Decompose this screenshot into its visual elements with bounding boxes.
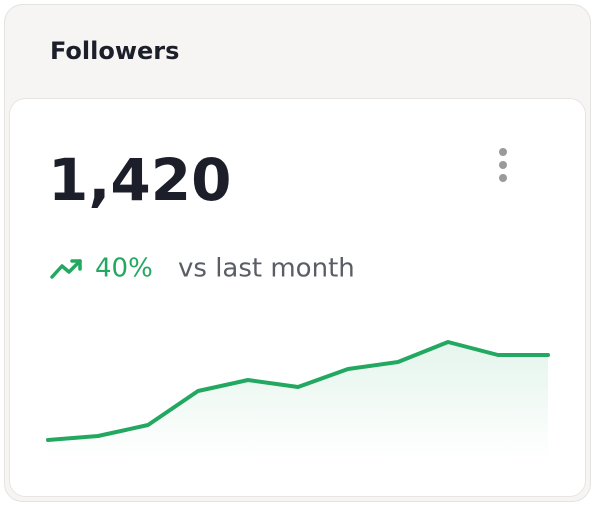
sparkline-area bbox=[48, 342, 548, 460]
comparison-text: vs last month bbox=[178, 254, 355, 284]
card-title: Followers bbox=[50, 37, 179, 65]
metric-value: 1,420 bbox=[48, 146, 231, 214]
change-value: 40% bbox=[95, 254, 153, 284]
trend-up-icon bbox=[50, 259, 82, 279]
sparkline bbox=[46, 340, 550, 442]
more-menu[interactable] bbox=[499, 148, 507, 182]
